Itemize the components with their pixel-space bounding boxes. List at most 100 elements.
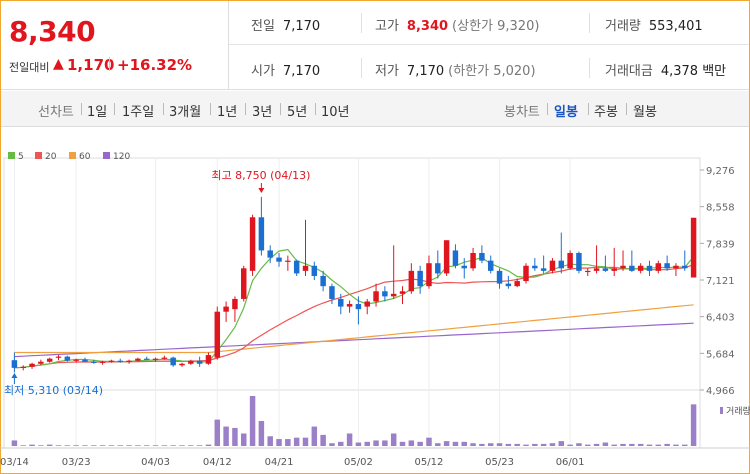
candle-body [223,306,229,312]
x-tick-label: 05/12 [415,457,444,468]
candle-body [302,265,309,271]
divider [589,58,590,78]
legend-label: 120 [113,152,130,162]
candle-body [602,268,609,271]
candle-body [188,360,194,364]
candle-body [143,358,150,360]
volume-bar [82,445,88,446]
volume-bar [258,421,265,446]
candle-body [99,361,106,363]
volume-bar [320,434,326,446]
candle-body [655,263,662,271]
candle-body [373,291,379,302]
candle-body [161,357,168,359]
candle-body [117,360,123,362]
volume-bar [276,439,282,446]
period-1d[interactable]: 1일 [87,105,108,120]
lower-limit: (하한가 5,020) [448,64,536,79]
volume-bar [46,444,53,446]
volume-bar [487,443,494,446]
candle-body [593,268,600,271]
candle-body [346,304,353,307]
line-chart-label[interactable]: 선차트 [38,105,74,120]
prev-close: 전일 7,170 [251,15,320,34]
period-3m[interactable]: 3개월 [169,105,202,120]
candle-body [479,252,485,261]
period-5y[interactable]: 5년 [287,105,308,120]
up-arrow-icon: ▲ [53,56,64,72]
volume-bar [91,445,97,446]
volume-legend-swatch [720,407,723,414]
price-axis: 9,276 8,558 7,839 7,121 6,403 5,684 4,966 [700,166,735,397]
volume-bar [73,445,79,446]
candle-body [285,260,291,262]
candle-body [170,357,176,366]
volume-bar [585,444,591,446]
volume-bar [435,443,441,446]
candle-body [558,260,565,269]
volume-bar [241,433,247,446]
volume-bar [620,443,626,446]
legend-label: 60 [79,152,91,162]
candle-monthly[interactable]: 월봉 [633,105,657,120]
volume-bar [496,443,503,446]
x-tick-label: 04/03 [141,457,170,468]
candle-body [338,298,344,307]
ma60-line [14,304,694,354]
legend-label: 20 [45,152,57,162]
high-arrow-icon [258,188,265,193]
current-price: 8,340 [9,15,96,48]
candle-body [408,270,415,292]
period-1w[interactable]: 1주일 [122,105,155,120]
price-panel-border [3,157,701,391]
volume-value: 553,401 [648,19,703,34]
volume-bar [11,440,18,446]
candle-body [567,252,573,269]
volume-bar [399,441,406,446]
candle-body [20,366,26,369]
moving-averages [14,248,695,369]
volume-bar [249,396,256,446]
volume-bar [20,445,26,446]
volume-bar [443,441,450,446]
candle-body [585,270,591,273]
volume-bar [479,443,485,446]
trade-amount: 거래대금 4,378 백만 [605,60,726,79]
x-tick-label: 05/02 [344,457,373,468]
volume-bar [143,445,150,446]
volume: 거래량 553,401 [605,15,703,34]
x-tick-label: 04/21 [265,457,294,468]
candle-body [435,263,441,274]
candle-weekly[interactable]: 주봉 [594,105,618,120]
low-label: 저가 [375,64,399,79]
candle-chart-label[interactable]: 봉차트 [504,105,540,120]
chart-toolbar: 선차트 1일 1주일 3개월 1년 3년 5년 10년 봉차트 일봉 주봉 월봉 [1,91,749,127]
volume-bar [64,445,71,446]
legend-swatch [69,152,76,159]
volume-bar [540,443,547,446]
volume-legend-label: 거래량 [726,405,750,417]
divider [589,13,590,33]
candle-daily[interactable]: 일봉 [554,105,578,120]
candle-body [293,260,300,274]
candle-body [320,275,326,287]
y-tick-label: 5,684 [706,349,735,360]
candle-body [91,361,97,363]
candle-body [38,361,44,364]
quote-row-1: 전일 7,170 고가 8,340 (상한가 9,320) 거래량 553,401 [229,1,749,45]
period-1y[interactable]: 1년 [217,105,238,120]
candle-body [426,263,432,287]
divider [626,103,627,115]
open-value: 7,170 [282,64,321,79]
period-10y[interactable]: 10년 [321,105,350,120]
candle-body [470,252,476,269]
price-box: 8,340 전일대비 ▲ 1,170 +16.32% [1,1,229,90]
candle-body [232,298,238,310]
candle-body [690,217,697,278]
period-3y[interactable]: 3년 [252,105,273,120]
volume-bar [293,437,300,446]
volume-bar [152,445,159,446]
change-label: 전일대비 [9,61,50,74]
candle-body [258,217,265,251]
volume-bar [179,445,185,446]
